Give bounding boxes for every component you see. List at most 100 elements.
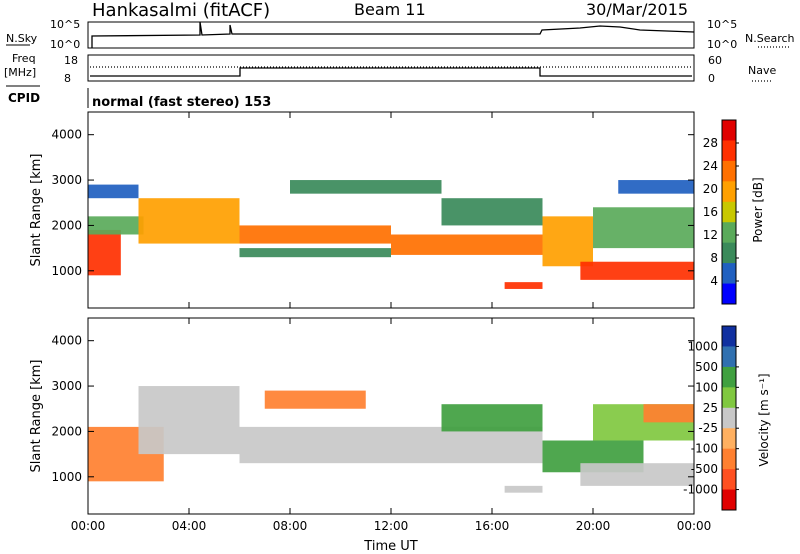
noise-trace: [91, 21, 695, 48]
colorbar-tick-label: 4: [710, 274, 718, 288]
data-band: [618, 180, 694, 194]
colorbar-swatch: [722, 181, 736, 203]
colorbar-swatch: [722, 201, 736, 223]
colorbar-swatch: [722, 346, 736, 368]
noise-panel: N.Sky 10^5 10^0 10^5 10^0 N.Search: [6, 18, 795, 51]
data-band: [504, 282, 543, 289]
nsky-label: N.Sky: [6, 32, 38, 45]
noise-tick-hi-right: 10^5: [707, 18, 737, 31]
station-title: Hankasalmi (fitACF): [92, 0, 271, 21]
y-tick-label: 4000: [51, 128, 82, 142]
colorbar-tick-label: 12: [703, 228, 718, 242]
power-ylabel: Slant Range [km]: [29, 154, 44, 267]
colorbar-swatch: [722, 387, 736, 409]
colorbar-swatch: [722, 366, 736, 388]
power-colorbar-label: Power [dB]: [751, 177, 765, 242]
colorbar-tick-label: 1000: [687, 339, 718, 353]
data-band: [88, 216, 144, 235]
data-band: [643, 404, 694, 423]
data-band: [391, 234, 543, 255]
freq-label: Freq: [12, 52, 36, 65]
power-panel: 1000 2000 3000 4000 Slant Range [km]: [29, 111, 695, 309]
data-band: [593, 207, 694, 249]
date-title: 30/Mar/2015: [586, 0, 689, 19]
velocity-bands: [88, 386, 694, 493]
freq-tick-hi: 18: [64, 54, 78, 67]
x-tick-label: 20:00: [576, 519, 611, 533]
y-tick-label: 2000: [51, 424, 82, 438]
data-band: [138, 386, 240, 455]
freq-tick-lo: 8: [64, 72, 71, 85]
colorbar-swatch: [722, 469, 736, 491]
power-colorbar: Power [dB] 4 8 12 16 20 24 28: [703, 119, 765, 305]
colorbar-swatch: [722, 242, 736, 264]
data-band: [88, 229, 121, 276]
noise-tick-lo: 10^0: [50, 38, 80, 51]
noise-tick-hi: 10^5: [50, 18, 80, 31]
freq-frame: [87, 54, 695, 82]
x-axis-label: Time UT: [363, 539, 417, 554]
colorbar-tick-label: 16: [703, 205, 718, 219]
colorbar-tick-label: 8: [710, 251, 718, 265]
x-tick-label: 00:00: [71, 519, 106, 533]
data-band: [542, 216, 593, 267]
velocity-panel: 1000 2000 3000 4000 00:00 04:00 08:00 12:00 16:…: [29, 317, 712, 554]
nsearch-label: N.Search: [745, 32, 795, 45]
colorbar-tick-label: -100: [691, 442, 718, 456]
colorbar-frame: [721, 325, 737, 511]
colorbar-tick-label: 500: [695, 360, 718, 374]
colorbar-swatch: [722, 263, 736, 285]
colorbar-tick-label: 25: [703, 401, 718, 415]
nave-tick-lo: 0: [708, 72, 715, 85]
colorbar-swatch: [722, 489, 736, 511]
y-tick-label: 1000: [51, 264, 82, 278]
colorbar-tick-label: -25: [698, 421, 718, 435]
x-tick-label: 16:00: [475, 519, 510, 533]
data-band: [264, 390, 366, 409]
power-yticks: 1000 2000 3000 4000: [51, 128, 694, 278]
y-tick-label: 4000: [51, 334, 82, 348]
data-band: [580, 261, 694, 280]
data-band: [504, 485, 543, 493]
x-tick-label: 04:00: [172, 519, 207, 533]
colorbar-swatch: [722, 448, 736, 470]
data-band: [138, 198, 240, 244]
data-band: [239, 426, 543, 464]
beam-title: Beam 11: [354, 0, 426, 19]
colorbar-swatch: [722, 428, 736, 450]
nave-tick-hi: 60: [708, 54, 722, 67]
data-band: [290, 180, 442, 194]
data-band: [580, 463, 694, 486]
velocity-ylabel: Slant Range [km]: [29, 360, 44, 473]
x-tick-label: 12:00: [374, 519, 409, 533]
colorbar-tick-label: -500: [691, 462, 718, 476]
colorbar-tick-label: 28: [703, 136, 718, 150]
data-band: [239, 248, 391, 258]
y-tick-label: 3000: [51, 379, 82, 393]
freq-panel: Freq [MHz] 18 8 60 0 Nave: [4, 52, 776, 87]
y-tick-label: 3000: [51, 173, 82, 187]
y-tick-label: 2000: [51, 218, 82, 232]
colorbar-swatch: [722, 326, 736, 347]
nave-label: Nave: [748, 64, 776, 77]
data-band: [88, 184, 139, 199]
data-band: [441, 404, 543, 432]
colorbar-swatch: [722, 120, 736, 141]
colorbar-swatch: [722, 140, 736, 162]
velocity-colorbar-label: Velocity [m s⁻¹]: [757, 373, 771, 466]
y-tick-label: 1000: [51, 470, 82, 484]
colorbar-swatch: [722, 283, 736, 305]
colorbar-swatch: [722, 407, 736, 429]
power-bands: [88, 180, 694, 289]
power-xticks: [87, 112, 695, 308]
freq-unit: [MHz]: [4, 66, 36, 79]
colorbar-swatch: [722, 222, 736, 244]
velocity-yticks: 1000 2000 3000 4000: [51, 334, 694, 484]
colorbar-swatch: [722, 160, 736, 182]
cpid-label: CPID: [8, 91, 40, 105]
cpid-row: CPID normal (fast stereo) 153: [8, 88, 271, 110]
x-tick-label: 00:00: [677, 519, 712, 533]
data-band: [441, 198, 543, 226]
noise-frame: [87, 21, 695, 49]
